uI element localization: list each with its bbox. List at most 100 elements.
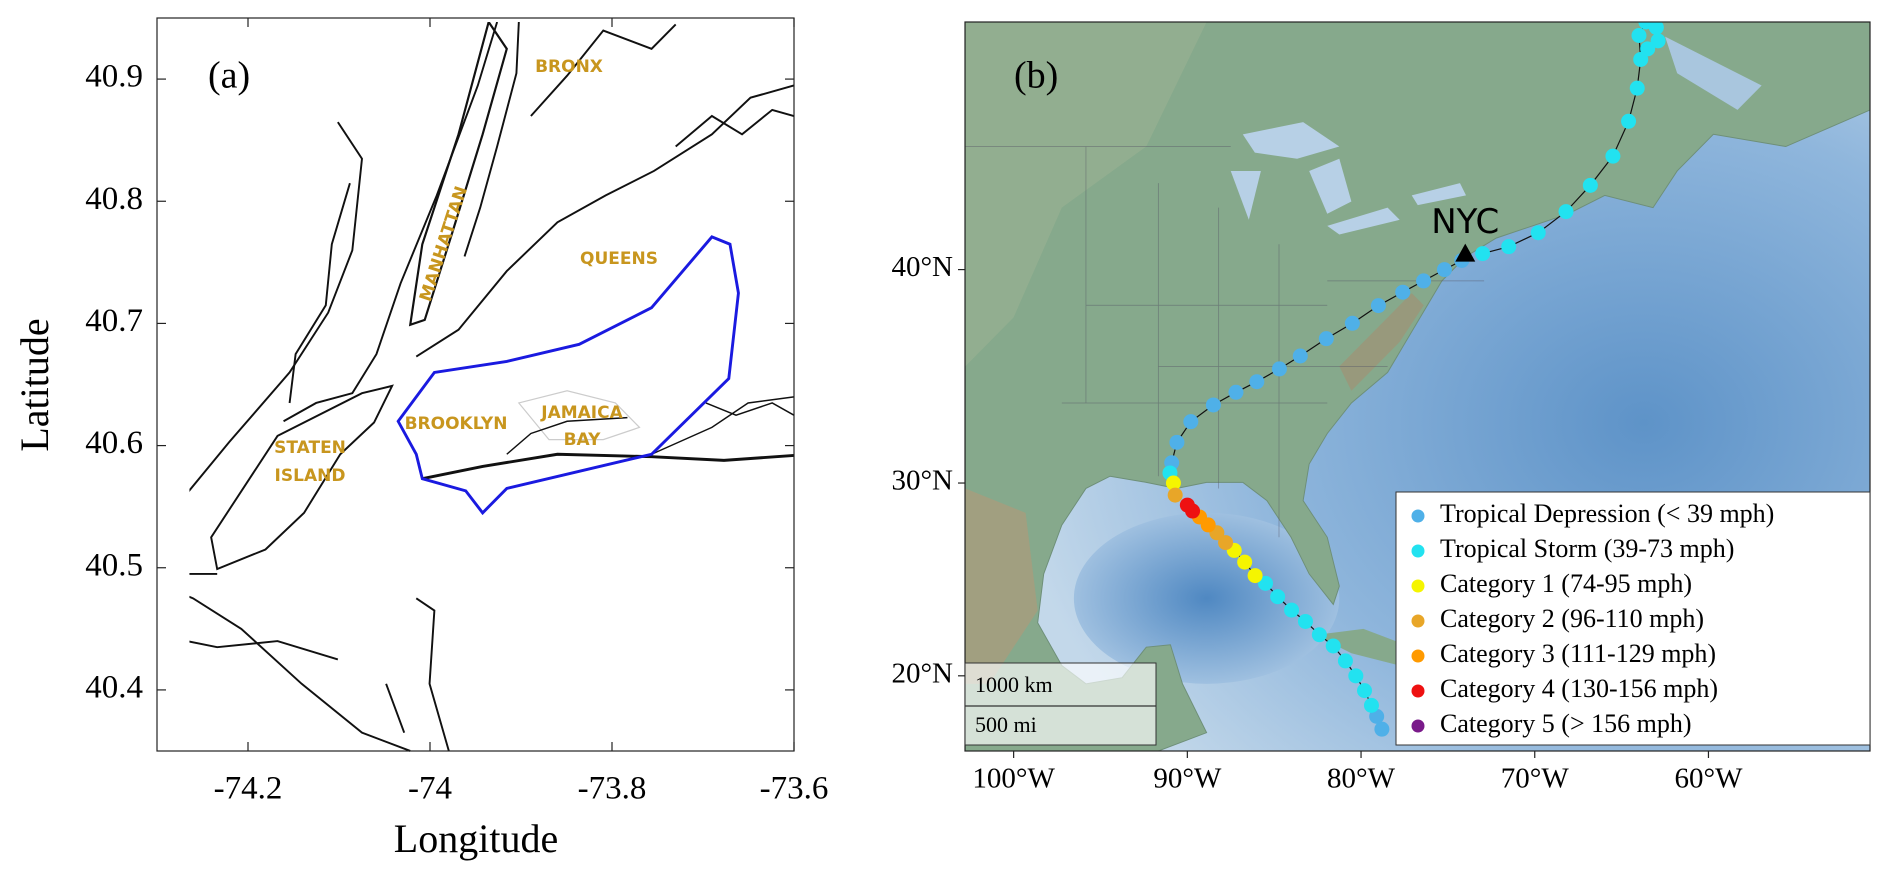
x-tick-label: -74.2	[214, 771, 283, 807]
place-label: ISLAND	[275, 466, 346, 486]
track-point	[1205, 397, 1221, 413]
y-tick-label: 40.9	[85, 59, 143, 95]
legend-marker	[1411, 649, 1425, 663]
y-tick-label: 40.7	[85, 303, 143, 339]
track-point	[1337, 653, 1353, 669]
axes-frame-a	[156, 17, 795, 752]
axes-frame-b	[964, 21, 1871, 752]
track-point	[1475, 246, 1491, 262]
track-point	[1582, 177, 1598, 193]
track-point	[1650, 33, 1666, 49]
place-label: MANHATTAN	[416, 184, 472, 304]
scale-bar: 1000 km 500 mi	[964, 662, 1157, 746]
track-point	[1436, 262, 1452, 278]
track-point	[1370, 298, 1386, 314]
track-point	[1344, 315, 1360, 331]
track-point	[1270, 589, 1286, 605]
track-point	[1218, 535, 1234, 551]
track-point	[1363, 697, 1379, 713]
coastlines-a	[189, 21, 795, 752]
track-point	[1165, 475, 1181, 491]
track-point	[1357, 683, 1373, 699]
y-tick-label: 40.5	[85, 547, 143, 583]
track-point	[1271, 361, 1287, 377]
y-tick-label: 40.4	[85, 669, 143, 705]
legend-label: Category 5 (> 156 mph)	[1440, 709, 1692, 738]
track-point	[1416, 273, 1432, 289]
track-point	[1258, 575, 1274, 591]
y-axis-label: Latitude	[12, 318, 57, 451]
track-point	[1530, 225, 1546, 241]
track-point	[1348, 668, 1364, 684]
place-label: QUEENS	[580, 249, 658, 269]
place-label: BROOKLYN	[405, 414, 508, 434]
x-tick-label: -73.6	[760, 771, 829, 807]
x-tick-label: 60°W	[1674, 763, 1743, 795]
track-point	[1501, 239, 1517, 255]
legend-label: Tropical Storm (39-73 mph)	[1440, 534, 1734, 563]
scale-box	[964, 662, 1157, 746]
scale-km: 1000 km	[975, 672, 1053, 697]
x-tick-label: 100°W	[972, 763, 1055, 795]
track-point	[1297, 613, 1313, 629]
legend-label: Category 2 (96-110 mph)	[1440, 604, 1704, 633]
legend-label: Tropical Depression (< 39 mph)	[1440, 499, 1774, 528]
place-label: STATEN	[274, 438, 346, 458]
legend-marker	[1411, 719, 1425, 733]
x-tick-label: -74	[408, 771, 452, 807]
track-point	[1237, 554, 1253, 570]
legend-label: Category 4 (130-156 mph)	[1440, 674, 1718, 703]
place-label: JAMAICA	[540, 403, 623, 423]
x-tick-label: 90°W	[1153, 763, 1222, 795]
legend-label: Category 1 (74-95 mph)	[1440, 569, 1692, 598]
city-label: NYC	[1431, 202, 1499, 242]
y-tick-label: 40°N	[891, 251, 953, 283]
legend-marker	[1411, 684, 1425, 698]
legend-box	[1395, 491, 1871, 746]
track-point	[1167, 487, 1183, 503]
legend-marker	[1411, 614, 1425, 628]
track-point	[1605, 148, 1621, 164]
track-point	[1284, 602, 1300, 618]
place-label: BRONX	[535, 57, 603, 77]
track-point	[1318, 331, 1334, 347]
panel-label: (a)	[208, 55, 250, 97]
track-point	[1292, 348, 1308, 364]
track-point	[1631, 27, 1647, 43]
x-tick-label: 80°W	[1327, 763, 1396, 795]
track-point	[1325, 638, 1341, 654]
y-tick-label: 40.8	[85, 181, 143, 217]
place-label: BAY	[564, 430, 601, 450]
x-tick-label: 70°W	[1501, 763, 1570, 795]
track-point	[1633, 51, 1649, 67]
legend-label: Category 3 (111-129 mph)	[1440, 639, 1716, 668]
track-point	[1640, 41, 1656, 57]
city-marker	[1455, 243, 1476, 262]
track-point	[1169, 434, 1185, 450]
x-axis-label: Longitude	[394, 816, 558, 861]
legend-marker	[1411, 509, 1425, 523]
y-tick-label: 20°N	[891, 657, 953, 689]
y-tick-label: 30°N	[891, 465, 953, 497]
track-point	[1249, 374, 1265, 390]
y-tick-label: 40.6	[85, 425, 143, 461]
x-tick-label: -73.8	[578, 771, 647, 807]
legend-marker	[1411, 579, 1425, 593]
scale-mi: 500 mi	[975, 712, 1037, 737]
jamaica-bay-boundary	[396, 235, 740, 516]
track-point	[1311, 627, 1327, 643]
track-point	[1228, 384, 1244, 400]
track-point	[1247, 568, 1263, 584]
panel-label: (b)	[1014, 55, 1058, 97]
legend-marker	[1411, 544, 1425, 558]
track-point	[1179, 497, 1195, 513]
track-point	[1629, 80, 1645, 96]
track-point	[1395, 284, 1411, 300]
hurricane-track	[1162, 22, 1666, 737]
track-point	[1183, 414, 1199, 430]
track-point	[1558, 204, 1574, 220]
track-point	[1374, 721, 1390, 737]
track-point	[1621, 113, 1637, 129]
track-point	[1648, 22, 1664, 35]
